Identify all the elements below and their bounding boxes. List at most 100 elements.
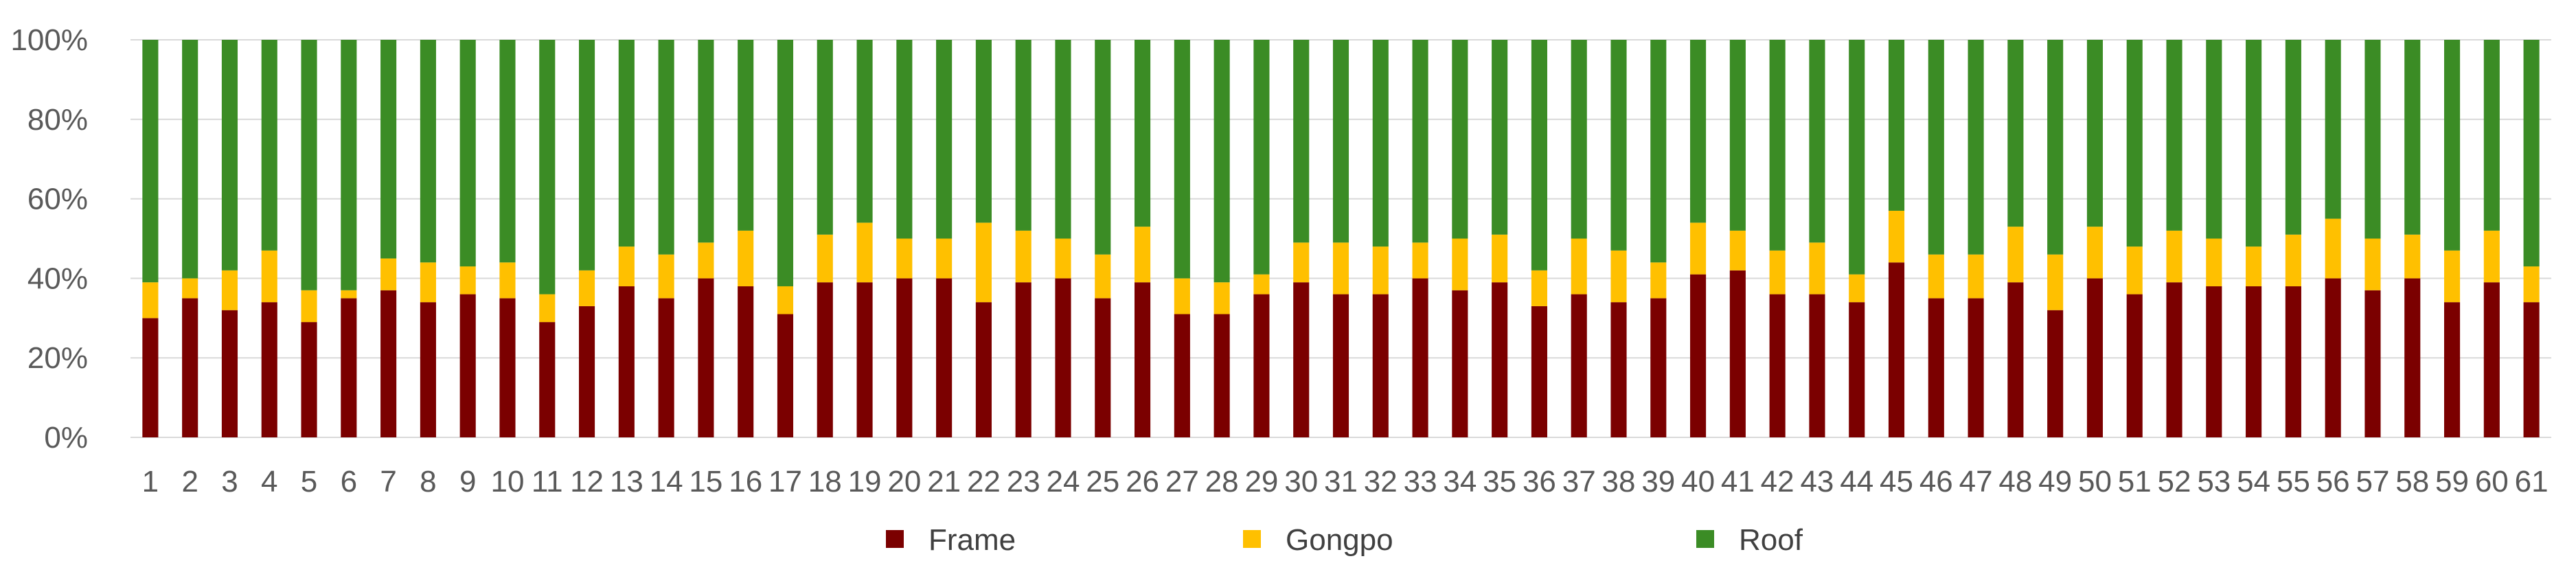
x-tick-label: 47 [1959, 465, 1993, 498]
bar-segment-roof-40 [1690, 40, 1707, 223]
bar-segment-roof-38 [1610, 40, 1627, 251]
bar-segment-gongpo-29 [1253, 274, 1270, 295]
x-tick-label: 25 [1086, 465, 1119, 498]
legend-swatch-roof [1696, 530, 1714, 548]
bar-segment-frame-34 [1452, 290, 1468, 437]
bar-segment-frame-25 [1095, 298, 1111, 437]
bar-segment-gongpo-13 [618, 246, 635, 286]
x-tick-label: 9 [459, 465, 476, 498]
bar-segment-gongpo-56 [2325, 218, 2341, 279]
bar-segment-roof-21 [936, 40, 953, 239]
x-tick-label: 16 [729, 465, 762, 498]
bar-segment-gongpo-48 [2007, 227, 2024, 283]
bar-segment-frame-43 [1809, 294, 1825, 437]
bar-segment-roof-4 [261, 40, 277, 251]
bar-segment-frame-1 [142, 318, 159, 437]
bar-segment-roof-10 [499, 40, 516, 263]
x-tick-label: 49 [2038, 465, 2072, 498]
bar-segment-roof-23 [1015, 40, 1031, 231]
bar-segment-frame-28 [1213, 314, 1230, 437]
bar-segment-roof-43 [1809, 40, 1825, 243]
bar-segment-frame-56 [2325, 278, 2341, 437]
bar-segment-gongpo-28 [1213, 282, 1230, 314]
bar-segment-gongpo-3 [221, 270, 238, 310]
y-tick-label: 80% [27, 103, 88, 137]
bar-segment-roof-12 [578, 40, 595, 271]
bar-segment-frame-58 [2404, 278, 2421, 437]
bar-segment-frame-9 [459, 294, 476, 437]
bar-segment-roof-31 [1332, 40, 1349, 243]
bar-segment-roof-15 [698, 40, 714, 243]
bar-segment-roof-47 [1968, 40, 1984, 255]
bar-segment-roof-60 [2483, 40, 2500, 231]
bar-segment-roof-28 [1213, 40, 1230, 283]
x-tick-label: 27 [1165, 465, 1199, 498]
x-tick-label: 58 [2395, 465, 2429, 498]
bar-segment-gongpo-2 [182, 278, 198, 299]
bar-segment-gongpo-35 [1492, 234, 1508, 283]
bar-segment-gongpo-38 [1610, 250, 1627, 303]
x-tick-label: 31 [1324, 465, 1358, 498]
bar-segment-frame-26 [1135, 282, 1151, 437]
x-tick-label: 39 [1641, 465, 1675, 498]
bar-segment-roof-14 [658, 40, 674, 255]
bar-segment-roof-27 [1174, 40, 1190, 279]
bar-segment-roof-44 [1849, 40, 1865, 275]
bar-segment-roof-25 [1095, 40, 1111, 255]
bar-segment-gongpo-32 [1372, 246, 1389, 295]
bar-segment-gongpo-7 [380, 258, 397, 290]
bar-segment-gongpo-14 [658, 254, 674, 299]
bar-segment-roof-26 [1135, 40, 1151, 227]
bar-segment-gongpo-1 [142, 282, 159, 319]
bar-segment-gongpo-12 [578, 270, 595, 306]
bar-segment-frame-60 [2483, 282, 2500, 437]
y-tick-label: 100% [10, 23, 88, 57]
bar-segment-frame-57 [2364, 290, 2381, 437]
bar-segment-roof-34 [1452, 40, 1468, 239]
bar-segment-roof-39 [1650, 40, 1667, 263]
bar-segment-roof-1 [142, 40, 159, 283]
bar-segment-roof-55 [2285, 40, 2301, 235]
x-tick-label: 14 [650, 465, 683, 498]
bar-segment-roof-46 [1928, 40, 1944, 255]
bar-segment-roof-30 [1293, 40, 1310, 243]
x-tick-label: 28 [1205, 465, 1239, 498]
bar-segment-frame-3 [221, 310, 238, 437]
bar-segment-frame-21 [936, 278, 953, 437]
bar-segment-roof-19 [856, 40, 873, 223]
bar-segment-gongpo-6 [341, 290, 357, 299]
x-tick-label: 53 [2197, 465, 2231, 498]
x-tick-label: 38 [1602, 465, 1636, 498]
bar-segment-roof-41 [1729, 40, 1746, 231]
bar-segment-gongpo-55 [2285, 234, 2301, 286]
bar-segment-gongpo-30 [1293, 242, 1310, 283]
bar-segment-frame-5 [301, 322, 317, 437]
bar-segment-frame-50 [2086, 278, 2104, 437]
bar-segment-roof-51 [2126, 40, 2143, 247]
bar-segment-gongpo-22 [975, 222, 992, 303]
x-tick-label: 48 [1998, 465, 2032, 498]
bar-segment-roof-58 [2404, 40, 2421, 235]
bar-segment-gongpo-54 [2246, 246, 2262, 286]
x-tick-label: 37 [1562, 465, 1596, 498]
bar-segment-frame-27 [1174, 314, 1190, 437]
bar-segment-frame-2 [182, 298, 198, 437]
bar-segment-frame-39 [1650, 298, 1667, 437]
bar-segment-frame-51 [2126, 294, 2143, 437]
bar-segment-gongpo-58 [2404, 234, 2421, 279]
bar-segment-roof-53 [2206, 40, 2222, 239]
bar-segment-roof-16 [738, 40, 754, 231]
x-tick-label: 3 [221, 465, 238, 498]
bar-segment-gongpo-4 [261, 250, 277, 303]
bar-segment-frame-11 [539, 322, 556, 437]
x-tick-label: 4 [261, 465, 277, 498]
bar-segment-roof-57 [2364, 40, 2381, 239]
bar-segment-frame-8 [420, 302, 436, 437]
bar-segment-gongpo-15 [698, 242, 714, 279]
x-tick-label: 61 [2515, 465, 2549, 498]
x-tick-label: 59 [2435, 465, 2469, 498]
bar-segment-frame-29 [1253, 294, 1270, 437]
bar-segment-gongpo-17 [777, 286, 794, 314]
bar-segment-frame-42 [1769, 294, 1786, 437]
y-tick-label: 20% [27, 341, 88, 375]
